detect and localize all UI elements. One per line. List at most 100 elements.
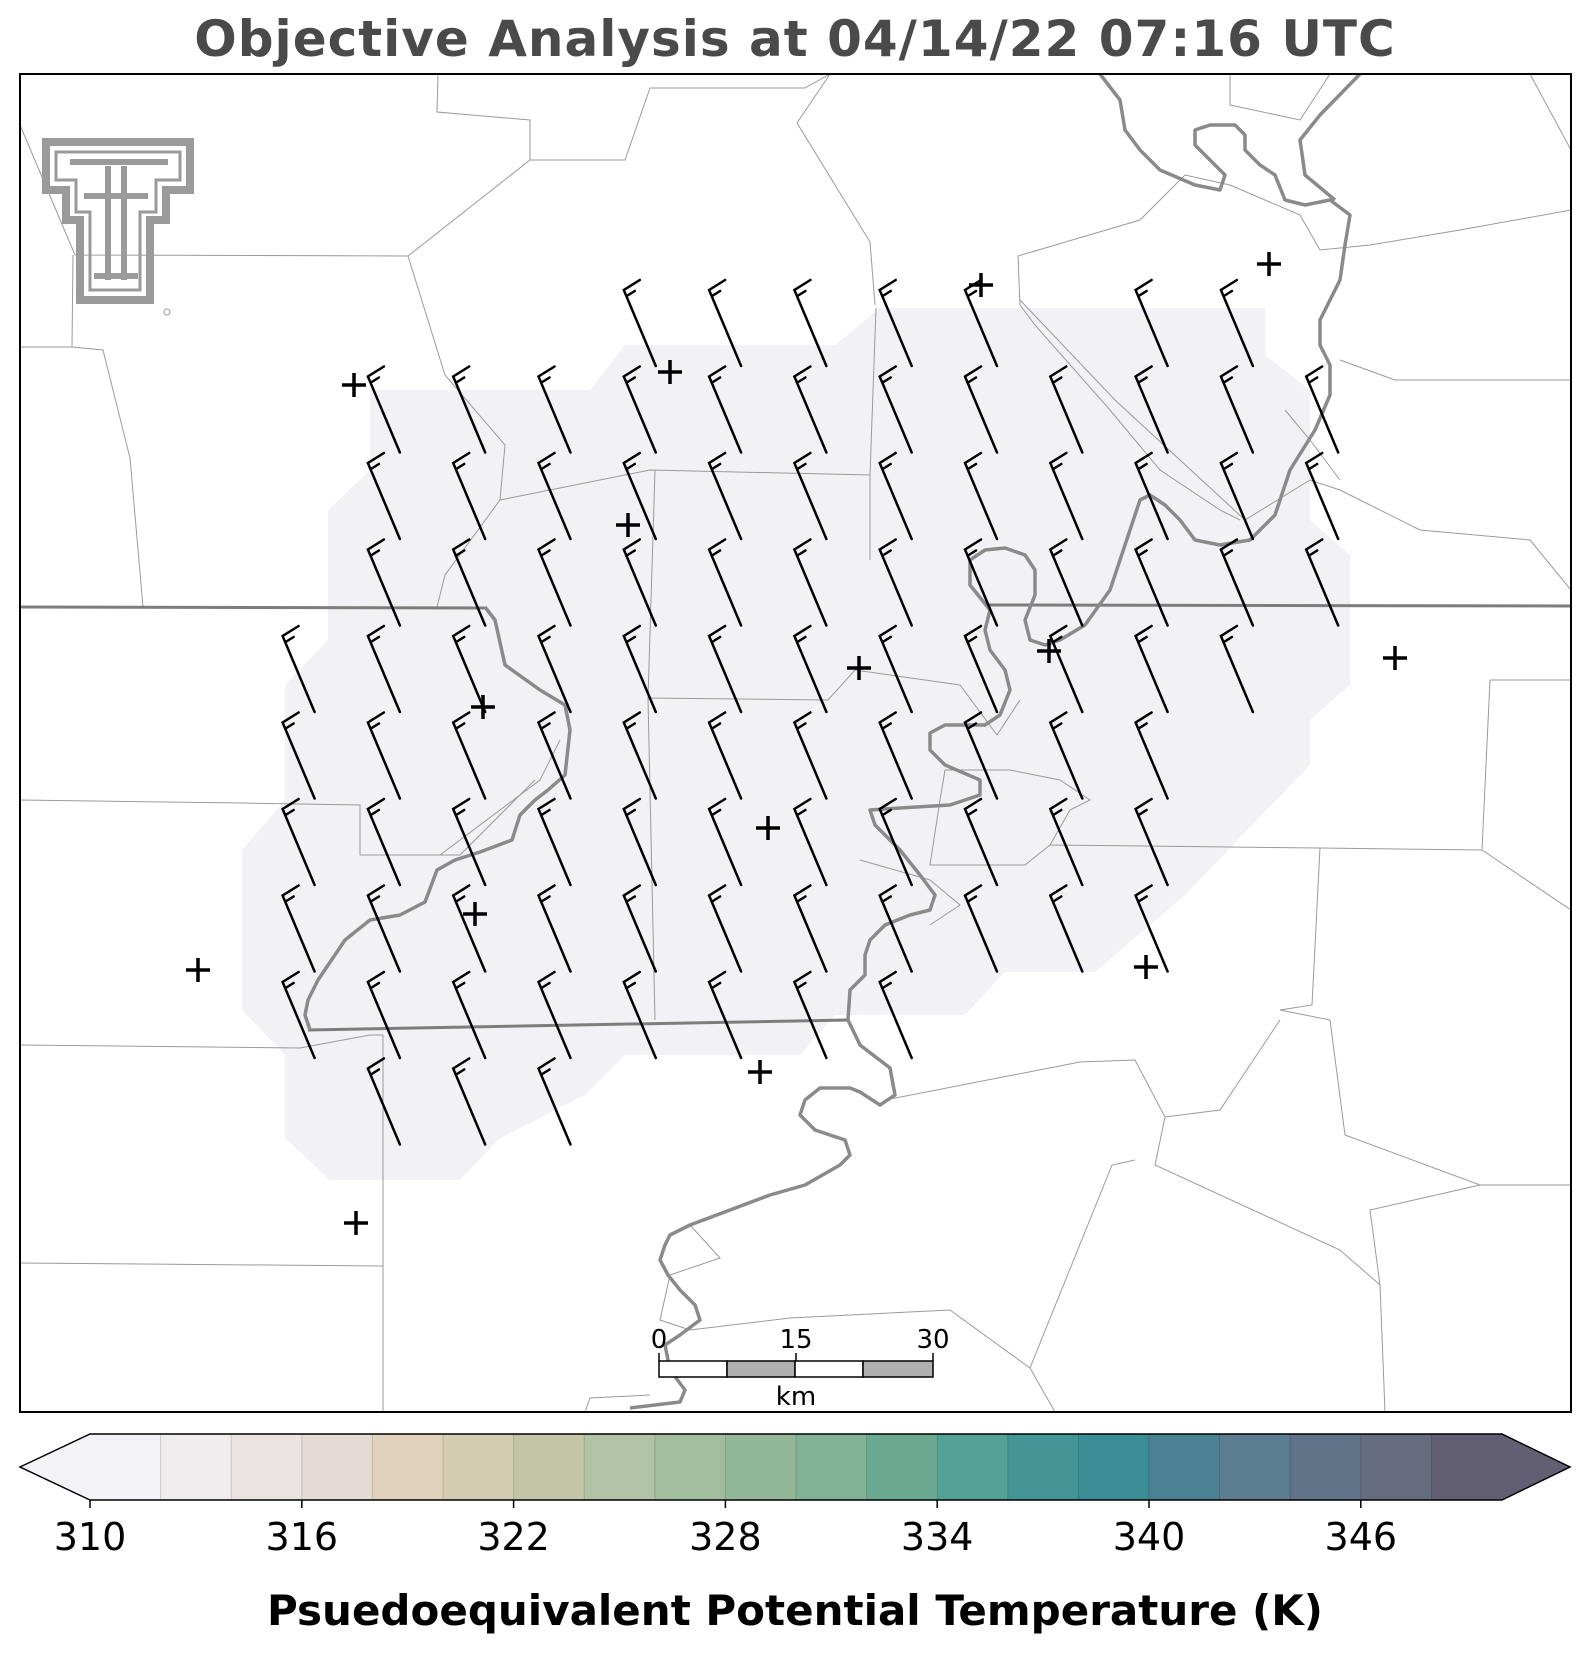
wind-barb: [1134, 278, 1169, 368]
wind-barb: [792, 970, 828, 1060]
wind-barb: [536, 711, 572, 800]
scale-tick-30: 30: [916, 1325, 949, 1355]
wind-barb: [366, 538, 402, 627]
wind-barb: [878, 451, 913, 541]
colorbar-segment: [1219, 1434, 1291, 1500]
station-marker: [1037, 639, 1061, 663]
wind-barb: [707, 797, 743, 887]
wind-barb: [366, 884, 402, 973]
scale-unit: km: [776, 1382, 816, 1412]
colorbar-segment: [301, 1434, 373, 1500]
map-title: Objective Analysis at 04/14/22 07:16 UTC: [194, 10, 1396, 68]
wind-barb: [707, 884, 743, 973]
wind-barb: [878, 538, 913, 627]
wind-barb: [1304, 538, 1340, 627]
wind-barb: [451, 797, 487, 887]
wind-barb: [963, 365, 999, 454]
wind-barb: [707, 538, 743, 627]
map-area: [20, 74, 1571, 1412]
wind-barb: [792, 451, 828, 541]
wind-barb: [1048, 365, 1084, 454]
wind-barb: [536, 365, 572, 454]
wind-barb: [792, 278, 828, 368]
wind-barb: [1134, 365, 1169, 454]
colorbar-segment: [866, 1434, 938, 1500]
colorbar-segment: [796, 1434, 868, 1500]
wind-barb: [1134, 451, 1169, 541]
wind-barb: [366, 624, 402, 714]
wind-barb: [792, 711, 828, 800]
colorbar-tick-label: 310: [54, 1515, 127, 1559]
wind-barb: [366, 451, 402, 541]
wind-barb: [281, 711, 316, 800]
colorbar-tick-label: 346: [1325, 1515, 1398, 1559]
wind-barb: [1048, 711, 1084, 800]
wind-barb: [707, 970, 743, 1060]
wind-barb: [1219, 365, 1255, 454]
colorbar-segment: [513, 1434, 585, 1500]
station-marker: [1257, 252, 1281, 276]
colorbar-under-arrow: [20, 1434, 90, 1500]
wind-barbs: [281, 278, 1340, 1146]
wind-barb: [451, 624, 487, 714]
wind-barb: [536, 1057, 572, 1146]
colorbar-segment: [654, 1434, 726, 1500]
wind-barb: [622, 365, 658, 454]
colorbar-segment: [1431, 1434, 1503, 1500]
station-marker: [1134, 955, 1158, 979]
scale-bar: 0 15 30 km: [651, 1325, 950, 1412]
wind-barb: [1048, 451, 1084, 541]
colorbar-segment: [1007, 1434, 1079, 1500]
theta-e-shaded-field: [242, 308, 1350, 1180]
wind-barb: [878, 884, 913, 973]
colorbar-ticks: 310 316 322 328 334 340 346: [54, 1500, 1397, 1559]
colorbar-tick-label: 340: [1113, 1515, 1186, 1559]
wind-barb: [281, 797, 316, 887]
scale-tick-15: 15: [779, 1325, 812, 1355]
wind-barb: [707, 711, 743, 800]
station-marker: [748, 1060, 772, 1084]
wind-barb: [366, 1057, 402, 1146]
colorbar-segment: [1078, 1434, 1150, 1500]
station-marker: [471, 695, 495, 719]
station-marker: [344, 1211, 368, 1235]
wind-barb: [366, 970, 402, 1060]
station-marker: [616, 513, 640, 537]
wind-barb: [451, 1057, 487, 1146]
wind-barb: [451, 970, 487, 1060]
colorbar-segment: [1360, 1434, 1432, 1500]
wind-barb: [536, 624, 572, 714]
map-frame: [19, 73, 1572, 1413]
colorbar-segment: [1290, 1434, 1362, 1500]
station-marker: [342, 373, 366, 397]
wind-barb: [1048, 797, 1084, 887]
station-marker: [1383, 646, 1407, 670]
station-marker: [847, 656, 871, 680]
station-markers: [186, 252, 1407, 1235]
colorbar-tick-label: 316: [266, 1515, 339, 1559]
wind-barb: [1304, 451, 1340, 541]
wind-barb: [622, 711, 658, 800]
wind-barb: [1219, 538, 1255, 627]
wind-barb: [451, 884, 487, 973]
colorbar-segment: [725, 1434, 797, 1500]
wind-barb: [878, 365, 913, 454]
colorbar-segment: [372, 1434, 444, 1500]
wind-barb: [963, 538, 999, 627]
wind-barb: [622, 797, 658, 887]
wind-barb: [792, 884, 828, 973]
wind-barb: [622, 538, 658, 627]
colorbar-tick-label: 322: [477, 1515, 550, 1559]
wind-barb: [1134, 797, 1169, 887]
wind-barb: [622, 451, 658, 541]
wind-barb: [792, 797, 828, 887]
station-marker: [463, 902, 487, 926]
wind-barb: [1219, 451, 1255, 541]
colorbar-tick-label: 328: [689, 1515, 762, 1559]
colorbar-segment: [937, 1434, 1009, 1500]
wind-barb: [792, 365, 828, 454]
wind-barb: [536, 884, 572, 973]
colorbar-tick-label: 334: [901, 1515, 974, 1559]
wind-barb: [451, 451, 487, 541]
